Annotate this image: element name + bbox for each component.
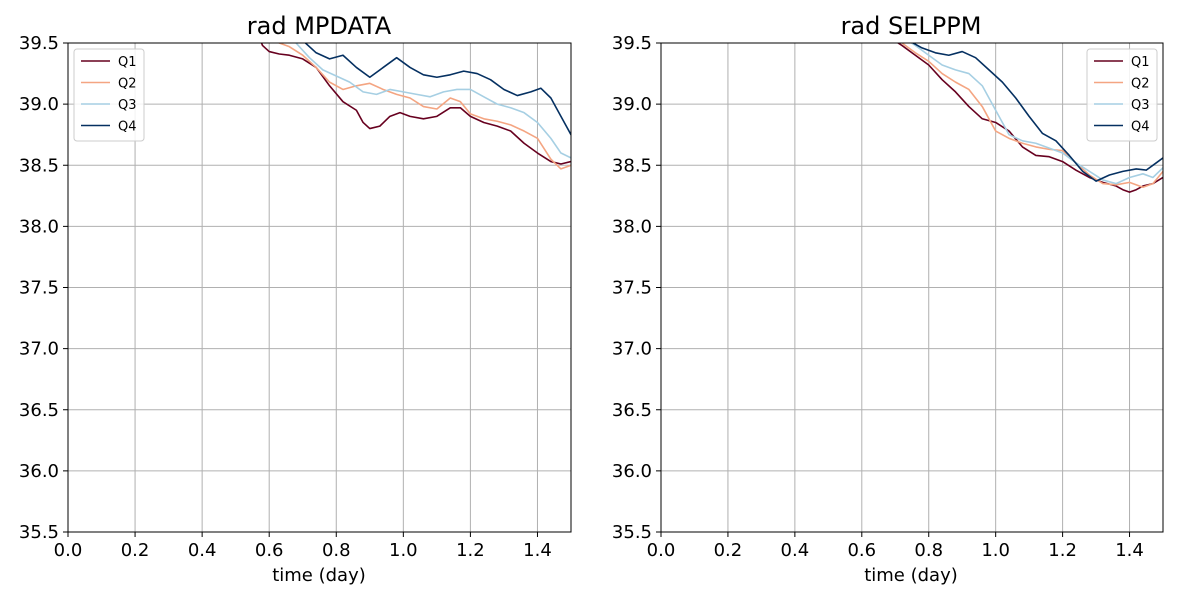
- x-tick-label: 1.2: [456, 540, 485, 561]
- legend-label-q4: Q4: [118, 120, 137, 135]
- legend-label-q2: Q2: [1131, 77, 1150, 92]
- y-tick-label: 38.5: [19, 155, 59, 176]
- x-tick-label: 0.4: [188, 540, 217, 561]
- series-line-q1: [260, 43, 571, 165]
- ticks: 0.0 0.2 0.4 0.6 0.8 1.0 1.2 1.4 35.5 36.0 36.5 37.0…: [612, 33, 1144, 561]
- y-tick-label: 39.5: [19, 33, 59, 54]
- y-tick-label: 37.0: [19, 339, 59, 360]
- legend-label-q1: Q1: [118, 55, 137, 70]
- x-axis-label: time (day): [864, 565, 958, 586]
- grid: [660, 42, 1163, 533]
- x-tick-label: 0.8: [322, 540, 351, 561]
- legend-label-q3: Q3: [1131, 98, 1150, 113]
- y-tick-label: 39.5: [612, 33, 652, 54]
- y-tick-label: 35.5: [19, 522, 59, 543]
- x-tick-label: 0.2: [714, 540, 743, 561]
- legend-box: [1086, 48, 1158, 142]
- legend: Q1 Q2 Q3 Q4: [73, 48, 145, 142]
- legend-label-q4: Q4: [1131, 120, 1150, 135]
- x-tick-label: 1.0: [389, 540, 418, 561]
- y-tick-label: 36.5: [612, 400, 652, 421]
- series-line-q4: [911, 43, 1163, 182]
- y-tick-label: 39.0: [19, 94, 59, 115]
- y-tick-label: 36.0: [612, 461, 652, 482]
- y-tick-label: 37.5: [612, 278, 652, 299]
- legend: Q1 Q2 Q3 Q4: [1086, 48, 1158, 142]
- series-line-q3: [910, 43, 1163, 185]
- legend-label-q2: Q2: [118, 77, 137, 92]
- y-tick-label: 36.0: [19, 461, 59, 482]
- chart-title: rad MPDATA: [247, 12, 392, 40]
- x-axis-label: time (day): [272, 565, 366, 586]
- y-tick-label: 37.0: [612, 339, 652, 360]
- series-lines: [260, 43, 571, 170]
- y-tick-label: 36.5: [19, 400, 59, 421]
- x-tick-label: 1.2: [1048, 540, 1077, 561]
- x-tick-label: 0.6: [847, 540, 876, 561]
- x-tick-label: 0.8: [914, 540, 943, 561]
- series-line-q2: [900, 43, 1163, 189]
- y-tick-label: 38.0: [19, 216, 59, 237]
- x-tick-label: 1.4: [523, 540, 552, 561]
- y-tick-label: 35.5: [612, 522, 652, 543]
- y-tick-label: 38.0: [612, 216, 652, 237]
- y-tick-label: 38.5: [612, 155, 652, 176]
- x-tick-label: 0.0: [54, 540, 83, 561]
- x-tick-label: 0.2: [121, 540, 150, 561]
- series-line-q3: [294, 43, 571, 159]
- series-line-q2: [278, 43, 571, 170]
- x-tick-label: 1.0: [981, 540, 1010, 561]
- y-tick-label: 37.5: [19, 278, 59, 299]
- legend-box: [73, 48, 145, 142]
- x-tick-label: 1.4: [1115, 540, 1144, 561]
- chart-panel-selppm: rad SELPPM time (day) 0.0 0.2 0.4 0.6 0.8 1.0…: [612, 12, 1164, 586]
- x-tick-label: 0.0: [647, 540, 676, 561]
- chart-panel-mpdata: rad MPDATA time (day) 0.0 0.2 0.4 0.6 0.8 1.0…: [19, 12, 572, 586]
- x-tick-label: 0.6: [255, 540, 284, 561]
- series-lines: [896, 43, 1163, 193]
- x-tick-label: 0.4: [781, 540, 810, 561]
- legend-label-q3: Q3: [118, 98, 137, 113]
- series-line-q4: [304, 43, 571, 136]
- ticks: 0.0 0.2 0.4 0.6 0.8 1.0 1.2 1.4 35.5 36.0 36.5 37.0…: [19, 33, 552, 561]
- chart-title: rad SELPPM: [841, 12, 982, 40]
- y-tick-label: 39.0: [612, 94, 652, 115]
- series-line-q1: [896, 43, 1163, 193]
- legend-label-q1: Q1: [1131, 55, 1150, 70]
